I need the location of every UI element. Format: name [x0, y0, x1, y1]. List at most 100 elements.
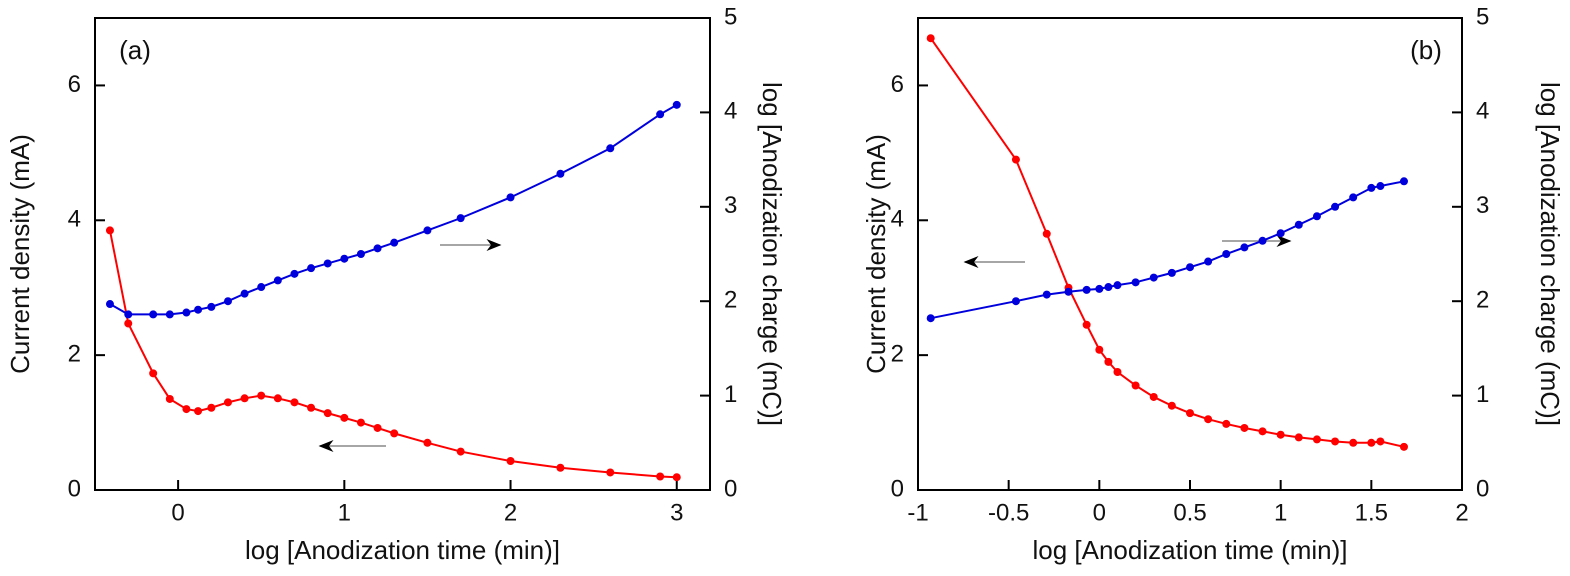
data-point — [1167, 401, 1176, 410]
y-tick-label: 0 — [68, 475, 81, 502]
x-tick-label: 0 — [1093, 499, 1106, 526]
data-point — [1312, 212, 1321, 221]
data-point — [105, 300, 114, 309]
y2-tick-label: 5 — [724, 3, 737, 30]
data-point — [1149, 273, 1158, 282]
data-point — [149, 310, 158, 319]
y-tick-label: 4 — [891, 206, 904, 233]
data-point — [257, 283, 266, 292]
data-point — [1349, 438, 1358, 447]
data-point — [182, 308, 191, 317]
x-tick-label: 2 — [1455, 499, 1468, 526]
data-point — [1258, 236, 1267, 245]
data-point — [165, 310, 174, 319]
data-point — [926, 34, 935, 43]
data-point — [124, 319, 133, 328]
x-tick-label: 1 — [338, 499, 351, 526]
y2-tick-label: 4 — [724, 98, 737, 125]
data-point — [340, 254, 349, 263]
y-axis-label: Current density (mA) — [861, 134, 891, 374]
data-point — [456, 214, 465, 223]
x-tick-label: 0 — [171, 499, 184, 526]
data-point — [1082, 285, 1091, 294]
data-point — [1331, 202, 1340, 211]
x-tick-label: 0.5 — [1173, 499, 1206, 526]
y2-tick-label: 1 — [1476, 381, 1489, 408]
data-point — [105, 226, 114, 235]
data-point — [323, 259, 332, 268]
series-line — [930, 180, 1405, 320]
data-point — [356, 250, 365, 258]
data-point — [1011, 155, 1020, 164]
data-point — [423, 438, 432, 447]
data-point — [290, 269, 299, 278]
data-point — [672, 473, 681, 482]
data-point — [194, 407, 203, 416]
data-point — [1349, 193, 1358, 202]
data-point — [1104, 357, 1113, 366]
x-tick-label: 2 — [504, 499, 517, 526]
series-line — [108, 230, 677, 479]
y2-axis-label: log [Anodization charge (mC)] — [1535, 82, 1565, 426]
data-point — [1011, 297, 1020, 306]
data-point — [1186, 263, 1194, 272]
data-point — [1042, 229, 1051, 238]
x-tick-label: -0.5 — [988, 499, 1029, 526]
data-point — [1222, 250, 1231, 258]
data-point — [182, 405, 191, 414]
data-point — [1095, 284, 1104, 293]
data-point — [556, 169, 565, 178]
y-tick-label: 0 — [891, 475, 904, 502]
data-point — [1113, 281, 1122, 290]
y2-tick-label: 0 — [724, 475, 737, 502]
plot-frame — [94, 17, 711, 491]
arrows — [318, 235, 1292, 452]
data-point — [124, 310, 133, 319]
y-tick-label: 6 — [68, 71, 81, 98]
data-point — [356, 418, 365, 427]
data-point — [1276, 430, 1285, 439]
y2-tick-label: 5 — [1476, 3, 1489, 30]
data-point — [1258, 427, 1267, 436]
panel-label: (b) — [1410, 35, 1442, 65]
data-point — [1167, 268, 1176, 277]
data-point — [373, 244, 382, 253]
data-point — [1312, 435, 1321, 444]
data-point — [1064, 287, 1073, 296]
y-tick-label: 6 — [891, 71, 904, 98]
data-point — [423, 226, 432, 235]
data-point — [240, 289, 249, 298]
data-point — [1082, 320, 1091, 329]
panel-label: (a) — [119, 35, 151, 65]
data-point — [606, 144, 615, 153]
data-point — [1204, 415, 1213, 424]
data-point — [1149, 392, 1158, 401]
data-point — [323, 409, 332, 418]
data-point — [1095, 345, 1104, 354]
data-point — [165, 394, 174, 403]
data-point — [1276, 229, 1285, 238]
x-axis-label: log [Anodization time (min)] — [245, 535, 560, 565]
y2-tick-label: 4 — [1476, 98, 1489, 125]
data-point — [1104, 283, 1113, 292]
data-point — [1376, 182, 1385, 191]
x-tick-label: 1 — [1274, 499, 1287, 526]
data-point — [506, 457, 515, 466]
data-point — [672, 100, 681, 109]
data-point — [926, 314, 935, 323]
data-point — [1294, 433, 1303, 442]
data-point — [257, 391, 266, 400]
data-point — [1376, 437, 1385, 446]
y-tick-label: 2 — [891, 340, 904, 367]
data-point — [1240, 423, 1249, 432]
data-point — [340, 413, 349, 422]
y-tick-label: 2 — [68, 340, 81, 367]
data-point — [1367, 183, 1376, 192]
y2-tick-label: 2 — [1476, 287, 1489, 314]
data-point — [273, 276, 282, 285]
data-point — [1131, 278, 1140, 287]
data-point — [223, 398, 232, 407]
data-point — [1367, 438, 1376, 447]
